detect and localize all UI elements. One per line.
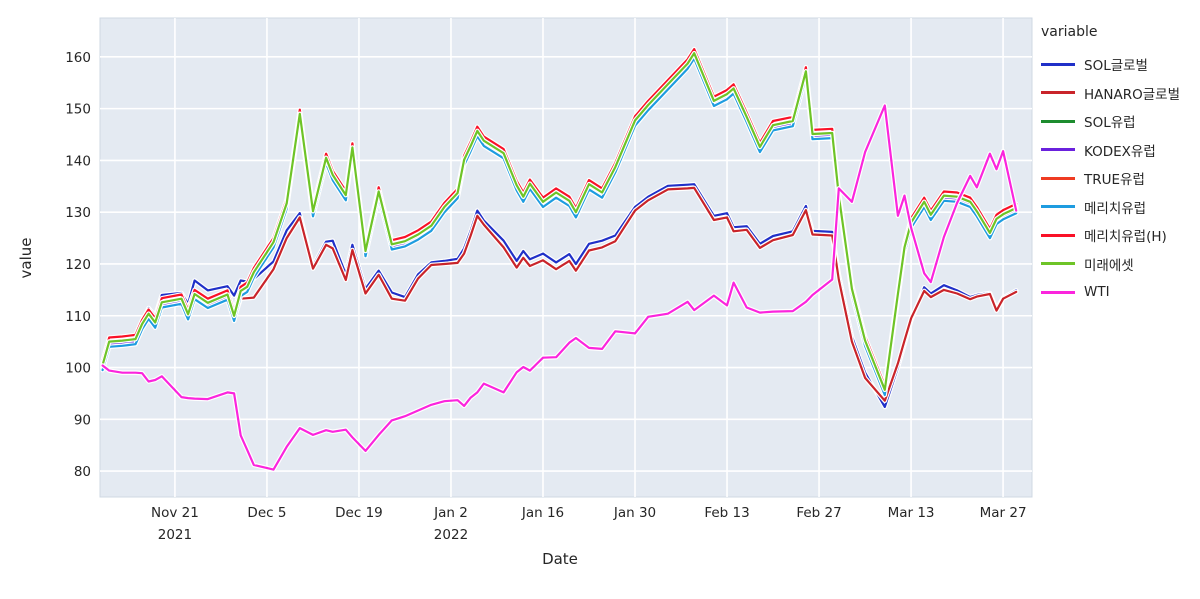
legend-item-hanaro-global[interactable]: HANARO글로벌 [1041,79,1199,108]
legend-item-kodex-europe[interactable]: KODEX유럽 [1041,136,1199,165]
y-tick-label: 160 [65,50,91,66]
legend: variable SOL글로벌 HANARO글로벌 SOL유럽 KODEX유럽 TRUE… [1041,24,1199,307]
legend-label: SOL유럽 [1084,115,1136,132]
legend-label: HANARO글로벌 [1084,86,1180,103]
legend-line-swatch-kodex-europe [1041,148,1075,152]
legend-item-meritz-europe-h[interactable]: 메리치유럽(H) [1041,221,1199,250]
x-tick-year-label: 2021 [158,527,192,543]
legend-title: variable [1041,24,1098,40]
x-tick-year-label: 2022 [434,527,468,543]
legend-item-sol-europe[interactable]: SOL유럽 [1041,107,1199,136]
x-tick-label: Jan 16 [521,505,564,521]
legend-label: 메리치유럽(H) [1084,229,1167,246]
y-tick-label: 110 [65,309,91,325]
x-axis-title: Date [542,550,578,568]
legend-line-swatch-meritz-europe [1041,205,1075,209]
y-tick-label: 140 [65,153,91,169]
legend-label: WTI [1084,284,1110,301]
y-tick-label: 100 [65,361,91,377]
x-tick-label: Mar 27 [980,505,1027,521]
x-tick-label: Mar 13 [888,505,935,521]
legend-item-mirae-asset[interactable]: 미래에셋 [1041,250,1199,279]
legend-line-swatch-wti [1041,290,1075,294]
y-tick-label: 130 [65,205,91,221]
series-line-wti[interactable] [101,104,1018,471]
series-line-sol-global[interactable] [101,183,1018,408]
legend-item-sol-global[interactable]: SOL글로벌 [1041,50,1199,79]
legend-line-swatch-true-europe [1041,176,1075,180]
legend-label: KODEX유럽 [1084,143,1156,160]
x-tick-label: Feb 27 [796,505,841,521]
legend-line-swatch-sol-global [1041,62,1075,66]
x-tick-label: Feb 13 [704,505,749,521]
legend-line-swatch-sol-europe [1041,119,1075,123]
legend-item-meritz-europe[interactable]: 메리치유럽 [1041,193,1199,222]
legend-label: TRUE유럽 [1084,172,1145,189]
x-tick-label: Dec 19 [335,505,383,521]
legend-label: 메리치유럽 [1084,200,1147,217]
y-axis-title: value [17,238,35,279]
legend-line-swatch-mirae-asset [1041,262,1075,266]
legend-line-swatch-meritz-europe-h [1041,233,1075,237]
legend-item-true-europe[interactable]: TRUE유럽 [1041,164,1199,193]
legend-label: 미래에셋 [1084,257,1134,274]
y-tick-label: 120 [65,257,91,273]
y-tick-label: 80 [74,464,91,480]
legend-item-wti[interactable]: WTI [1041,278,1199,307]
y-tick-label: 90 [74,412,91,428]
legend-line-swatch-hanaro-global [1041,91,1075,95]
x-tick-label: Nov 21 [151,505,199,521]
legend-label: SOL글로벌 [1084,58,1148,75]
y-tick-label: 150 [65,102,91,118]
x-tick-label: Dec 5 [247,505,286,521]
x-tick-label: Jan 2 [433,505,468,521]
x-tick-label: Jan 30 [613,505,656,521]
series-line-mirae-asset[interactable] [101,52,1018,391]
